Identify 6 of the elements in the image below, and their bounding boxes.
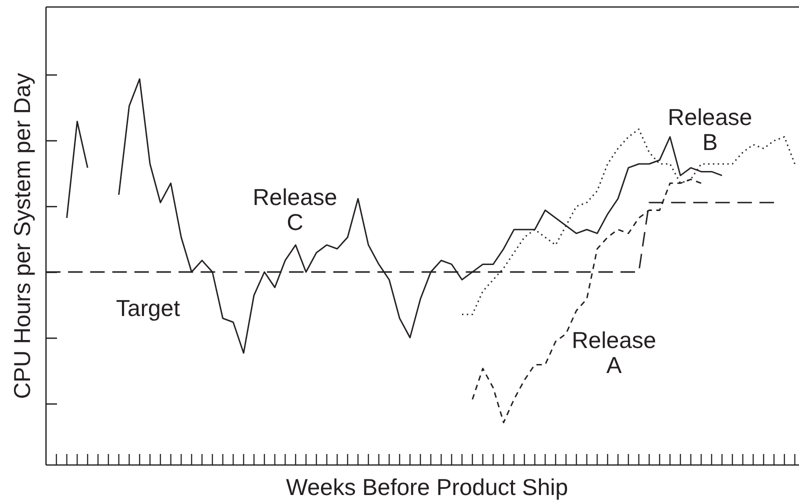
series-label: Release C [252,184,338,235]
series-label: Release A [572,327,656,378]
y-axis-title: CPU Hours per System per Day [9,72,35,399]
series-label: Target [116,295,181,321]
x-axis-title: Weeks Before Product Ship [286,474,568,500]
series-label: Release B [668,104,752,155]
